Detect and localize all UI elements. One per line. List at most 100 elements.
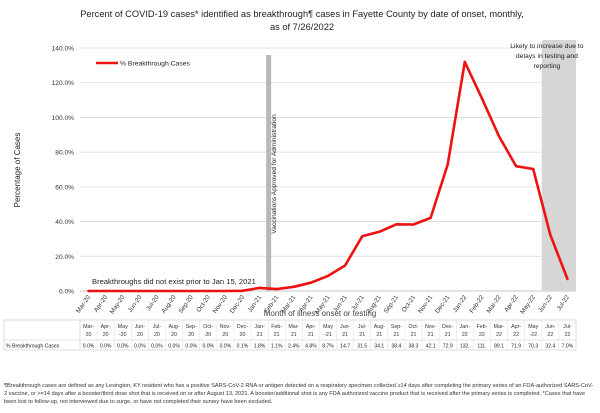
table-cell: 42.1 <box>426 344 436 350</box>
x-tick-label: Jan-21 <box>246 294 263 314</box>
x-tick-label: Nov-21 <box>417 294 435 315</box>
legend-label: % Breakthrough Cases <box>120 61 190 68</box>
table-header: Jun- <box>135 324 146 330</box>
vaccination-approval-line <box>266 55 272 291</box>
table-header: 21 <box>291 332 297 338</box>
x-tick-label: Jul-22 <box>556 294 572 312</box>
data-point <box>207 289 210 293</box>
x-tick-label: Sep-21 <box>383 294 401 315</box>
data-point <box>514 165 518 168</box>
data-point <box>224 289 227 293</box>
table-cell: 132. <box>460 344 470 350</box>
y-tick-label: 40.0% <box>55 219 74 226</box>
data-point <box>343 264 347 267</box>
table-cell: 71.9 <box>511 344 521 350</box>
x-tick-label: Jun-20 <box>127 294 144 314</box>
data-point <box>497 135 501 138</box>
table-header: -20 <box>119 332 127 338</box>
y-tick-label: 120.0% <box>52 80 75 87</box>
series-layer <box>87 60 569 293</box>
table-cell: 8.7% <box>322 344 334 350</box>
table-header: 21 <box>445 332 451 338</box>
table-header: Nov- <box>220 324 231 330</box>
x-tick-label: Feb-22 <box>468 294 485 315</box>
table-cell: 0.0% <box>168 344 180 350</box>
x-tick-label: Jul-20 <box>145 294 161 312</box>
table-cell: 0.0% <box>134 344 146 350</box>
y-tick-label: 60.0% <box>55 184 74 191</box>
table-header: Aug- <box>374 324 385 330</box>
x-tick-label: Dec-20 <box>229 294 247 315</box>
data-point <box>241 289 244 293</box>
data-table: % Breakthrough Cases Mar- 20 0.0% Apr- 20 0.0%… <box>3 319 577 351</box>
table-header: 22 <box>547 332 553 338</box>
table-header: 20 <box>240 332 246 338</box>
table-cell: 1.1% <box>271 344 283 350</box>
data-point <box>361 235 364 238</box>
table-header: 21 <box>411 332 417 338</box>
data-point <box>309 281 313 284</box>
table-header: Jan- <box>254 324 265 330</box>
table-cell: 0.0% <box>151 344 163 350</box>
data-point <box>326 274 330 278</box>
table-cell: 0.0% <box>83 344 95 350</box>
table-cell: 2.4% <box>288 344 300 350</box>
table-header: Apr- <box>511 324 521 330</box>
data-point <box>292 285 295 289</box>
x-tick-label: Jun-22 <box>537 294 554 314</box>
table-header: Apr- <box>306 324 316 330</box>
table-header: Jul- <box>563 324 572 330</box>
table-cell: 34.1 <box>374 344 384 350</box>
table-header: 22 <box>564 332 570 338</box>
table-cell: 4.8% <box>305 344 317 350</box>
footnote: ¶Breakthrough cases are defined as any L… <box>4 383 594 406</box>
table-header: Jun- <box>545 324 556 330</box>
data-point <box>532 167 535 171</box>
table-header: Nov- <box>425 324 436 330</box>
data-point <box>258 286 261 290</box>
x-tick-label: May-20 <box>109 294 127 316</box>
table-header: -22 <box>529 332 537 338</box>
data-point <box>172 289 176 293</box>
data-point <box>446 163 449 166</box>
data-point <box>480 97 484 100</box>
table-header: May <box>528 324 538 330</box>
table-header: Oct- <box>203 324 213 330</box>
table-header: Jun- <box>340 324 351 330</box>
table-header: 20 <box>205 332 211 338</box>
table-header: Feb- <box>476 324 487 330</box>
table-header: May <box>323 324 333 330</box>
table-cell: 14.7 <box>340 344 350 350</box>
table-header: 20 <box>103 332 109 338</box>
table-header: 20 <box>154 332 160 338</box>
table-cell: 0.0% <box>100 344 112 350</box>
table-cell: 0.1% <box>237 344 249 350</box>
table-cell: 7.0% <box>562 344 574 350</box>
shaded-note-line-2: delays in testing and <box>516 53 578 60</box>
data-point <box>463 60 467 64</box>
data-point <box>121 289 124 293</box>
table-cell: 38.3 <box>409 344 419 350</box>
table-cell: 32.4 <box>545 344 555 350</box>
table-cell: 0.0% <box>220 344 232 350</box>
table-cell: 0.0% <box>202 344 214 350</box>
table-cell: 89.1 <box>494 344 504 350</box>
table-header: Sep- <box>186 324 197 330</box>
table-header: 22 <box>513 332 519 338</box>
gridlines <box>80 47 576 292</box>
x-tick-label: Nov-20 <box>212 294 230 315</box>
table-header: Sep- <box>391 324 402 330</box>
table-header: Dec- <box>237 324 248 330</box>
y-tick-label: 100.0% <box>52 115 75 122</box>
table-header: May <box>118 324 128 330</box>
x-tick-label: Dec-21 <box>434 294 452 315</box>
table-header: -21 <box>324 332 332 338</box>
x-tick-label: Apr-22 <box>503 294 520 314</box>
table-header: 22 <box>479 332 485 338</box>
y-tick-label: 0.0% <box>59 289 74 296</box>
data-point <box>138 289 142 293</box>
no-breakthrough-note: Breakthroughs did not exist prior to Jan… <box>92 277 256 286</box>
y-axis-label: Percentage of Cases <box>13 133 22 208</box>
y-tick-label: 80.0% <box>55 150 74 157</box>
y-tick-label: 140.0% <box>52 46 75 53</box>
